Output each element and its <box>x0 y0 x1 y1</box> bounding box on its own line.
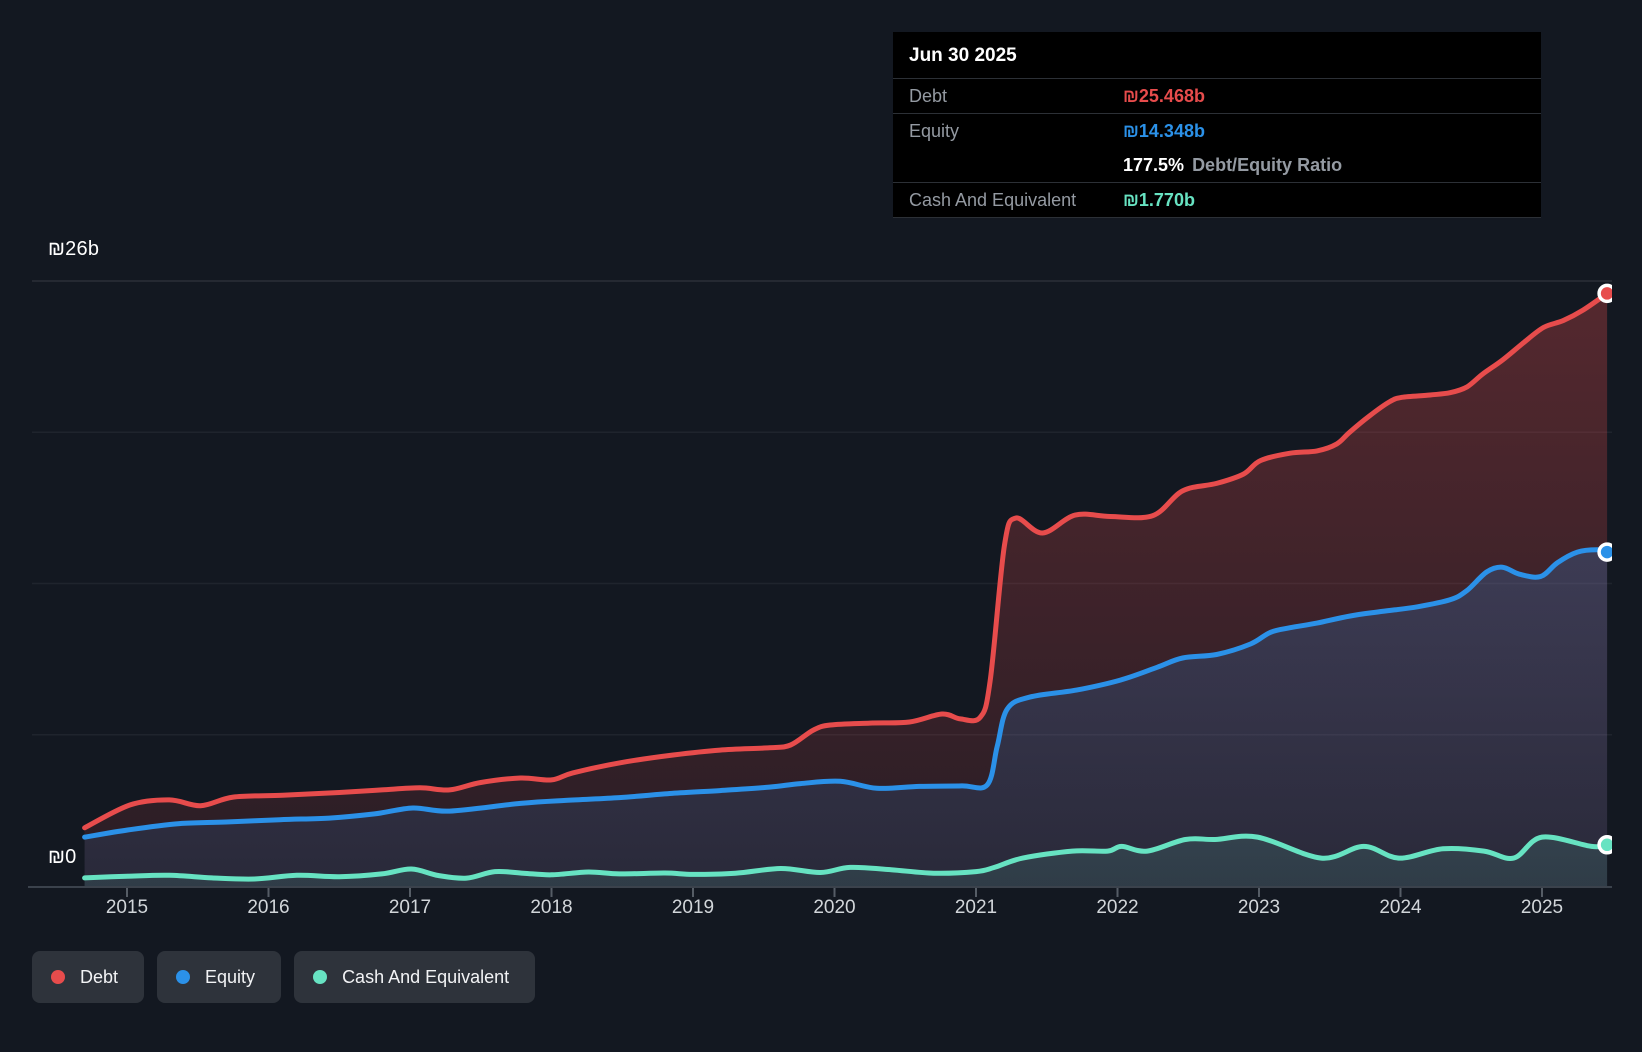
cash-area <box>84 836 1608 886</box>
x-axis-label: 2018 <box>530 897 573 918</box>
x-axis-label: 2025 <box>1520 897 1564 918</box>
x-axis-label: 2023 <box>1237 897 1281 918</box>
legend: Debt Equity Cash And Equivalent <box>32 951 536 1003</box>
equity-legend-dot-icon <box>176 970 191 984</box>
ratio-label: Debt/Equity Ratio <box>1192 154 1343 175</box>
tooltip-date: Jun 30 2025 <box>909 45 1017 66</box>
tooltip-label-cash: Cash And Equivalent <box>909 189 1077 210</box>
divider <box>893 182 1541 183</box>
tooltip-label-equity: Equity <box>909 120 960 141</box>
tooltip-row-cash: Cash And Equivalent ₪1.770b <box>893 183 1541 217</box>
tooltip-row-ratio: 177.5% Debt/Equity Ratio <box>893 148 1541 182</box>
tooltip-value-equity: ₪14.348b <box>1123 120 1205 141</box>
cash-legend-dot-icon <box>313 970 328 984</box>
tooltip-row-debt: Debt ₪25.468b <box>893 79 1541 113</box>
x-axis-label: 2024 <box>1379 897 1422 918</box>
tooltip-value-cash: ₪1.770b <box>1123 189 1195 210</box>
x-axis-label: 2019 <box>671 897 715 918</box>
legend-label: Debt <box>80 966 119 987</box>
x-axis-label: 2015 <box>105 897 149 918</box>
tooltip-value-debt: ₪25.468b <box>1123 85 1205 106</box>
divider <box>893 78 1541 79</box>
x-axis-label: 2017 <box>388 897 432 918</box>
plot-right-margin <box>1612 0 1642 1052</box>
equity-line[interactable] <box>82 547 1610 840</box>
legend-item-cash[interactable]: Cash And Equivalent <box>294 951 536 1003</box>
hover-tooltip: Jun 30 2025 Debt ₪25.468b Equity ₪14.348… <box>893 32 1541 218</box>
y-axis-label-max: ₪26b <box>48 238 100 260</box>
debt-legend-dot-icon <box>51 970 65 984</box>
tooltip-ratio: 177.5% Debt/Equity Ratio <box>1123 155 1342 176</box>
tooltip-row-equity: Equity ₪14.348b <box>893 114 1541 148</box>
equity-area <box>84 549 1608 886</box>
x-axis-label: 2021 <box>954 897 998 918</box>
x-axis-label: 2022 <box>1096 897 1139 918</box>
divider <box>893 217 1541 218</box>
debt-line[interactable] <box>82 290 1610 831</box>
legend-item-equity[interactable]: Equity <box>157 951 282 1003</box>
legend-label: Cash And Equivalent <box>342 966 510 987</box>
y-axis-label-zero: ₪0 <box>48 846 77 868</box>
ratio-percent: 177.5% <box>1123 154 1185 175</box>
divider <box>893 113 1541 114</box>
x-axis-label: 2020 <box>813 897 856 918</box>
legend-label: Equity <box>205 966 256 987</box>
cash-line[interactable] <box>82 833 1610 882</box>
x-axis-label: 2016 <box>247 897 290 918</box>
tooltip-label-debt: Debt <box>909 85 948 106</box>
legend-item-debt[interactable]: Debt <box>32 951 145 1003</box>
